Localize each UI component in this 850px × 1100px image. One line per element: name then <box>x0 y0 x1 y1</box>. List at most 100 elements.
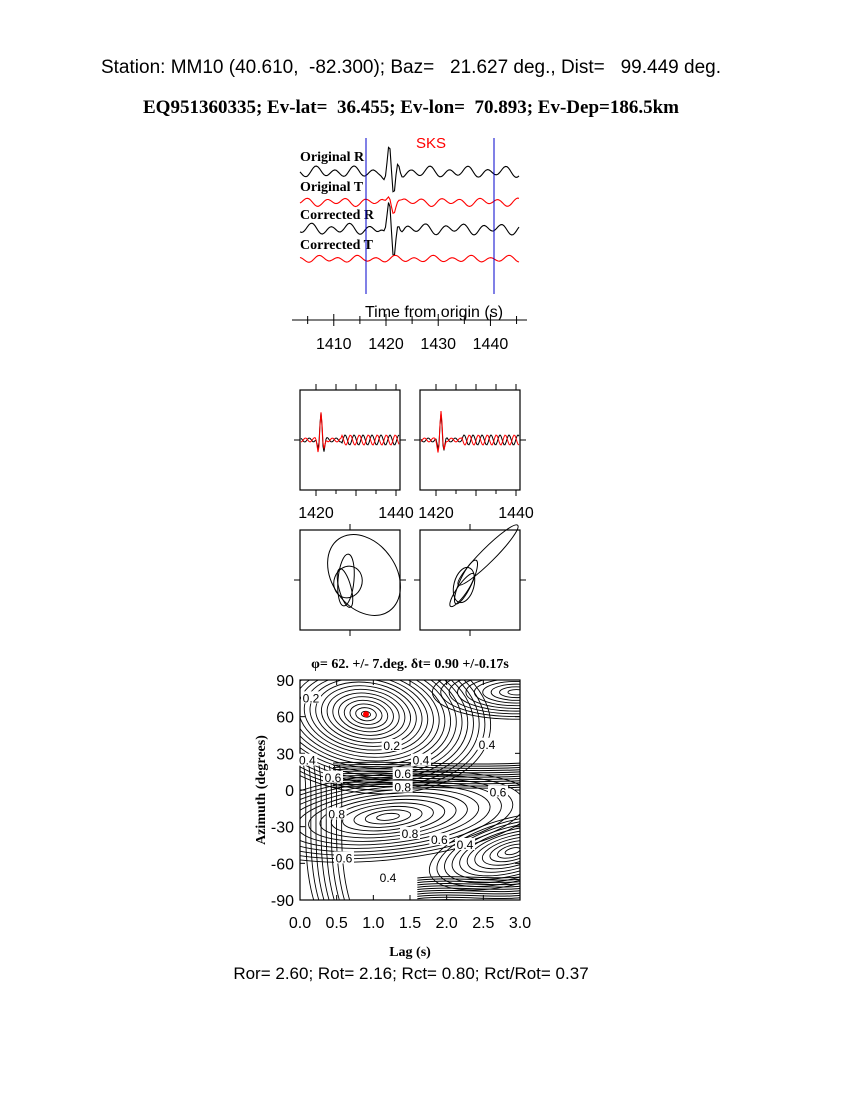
trace-original-t <box>299 195 520 214</box>
contour-line <box>504 847 520 856</box>
contour-line <box>313 765 325 900</box>
contour-label-bg <box>392 780 413 793</box>
contour-line <box>332 772 520 776</box>
contour-line <box>343 699 389 729</box>
contour-title: φ= 62. +/- 7.deg. δt= 0.90 +/-0.17s <box>311 657 509 672</box>
contour-label: 0.6 <box>325 771 342 785</box>
contour-label: 0.4 <box>413 754 430 768</box>
lag-tick-label: 1.0 <box>362 915 384 932</box>
contour-line <box>364 809 412 825</box>
phase-label: SKS <box>416 135 446 152</box>
lag-tick-label: 2.0 <box>436 915 458 932</box>
azimuth-tick-label: 30 <box>276 746 294 763</box>
contour-label: 0.6 <box>490 785 507 799</box>
contour-line <box>436 815 520 887</box>
contour-line <box>417 906 520 907</box>
azimuth-tick-label: 90 <box>276 673 294 690</box>
contour-label-bg <box>334 851 354 864</box>
contour-line <box>318 765 330 900</box>
contour-line <box>440 680 520 717</box>
contour-line <box>417 892 520 895</box>
contour-line <box>451 822 520 880</box>
lag-tick-label: 3.0 <box>509 915 531 932</box>
contour-line <box>481 836 520 866</box>
contour-label-bg <box>400 827 420 839</box>
contour-map-panel: φ= 62. +/- 7.deg. δt= 0.90 +/-0.17s 0.0 0… <box>254 657 531 960</box>
azimuth-tick-label: -90 <box>271 893 294 910</box>
contour-line <box>303 680 429 755</box>
trace-label-3: Corrected R <box>300 208 375 223</box>
contour-label: 0.2 <box>383 739 400 753</box>
contour-label: 0.2 <box>303 691 320 705</box>
contour-line <box>497 843 520 859</box>
trace-corrected-r <box>299 202 520 256</box>
azimuth-tick-label: -60 <box>271 856 294 873</box>
contour-line <box>332 770 520 774</box>
contour-line <box>300 778 514 856</box>
particle-ellipse <box>452 566 476 604</box>
contour-line <box>300 771 520 863</box>
contour-line <box>300 680 463 777</box>
waveform-comparison-panels: 1420 1440 1420 1440 <box>294 384 534 522</box>
contour-line <box>326 688 406 740</box>
contour-line <box>482 680 520 704</box>
contour-line <box>332 777 520 780</box>
contour-label: 0.8 <box>328 807 345 821</box>
waveform-red <box>300 412 400 453</box>
contour-label-bg <box>301 691 321 704</box>
waveform-tick-label: 1440 <box>498 505 534 522</box>
contour-label-bg <box>381 739 402 751</box>
lag-tick-label: 0.5 <box>326 915 348 932</box>
contour-line <box>417 896 520 900</box>
contour-label: 0.4 <box>380 871 397 885</box>
contour-line <box>417 894 520 897</box>
contour-line <box>309 680 423 751</box>
time-axis-label: Time from origin (s) <box>365 304 503 321</box>
particle-ellipse <box>336 568 354 608</box>
contour-line <box>507 689 520 696</box>
contour-line <box>338 696 394 733</box>
contour-label: 0.4 <box>479 738 496 752</box>
waveform-tick-label: 1440 <box>378 505 414 522</box>
contour-line <box>332 781 520 785</box>
contour-line <box>499 686 520 699</box>
waveform-black <box>300 412 400 452</box>
lag-tick-label: 0.0 <box>289 915 311 932</box>
contour-line <box>417 904 520 905</box>
contour-label-bg <box>378 871 398 883</box>
contour-line <box>353 805 423 828</box>
particle-ellipse <box>337 553 355 607</box>
event-info-line: EQ951360335; Ev-lat= 36.455; Ev-lon= 70.… <box>143 97 679 118</box>
contour-line <box>300 788 480 846</box>
contour-line <box>300 785 491 849</box>
contour-line <box>300 680 440 762</box>
contour-line <box>332 779 520 783</box>
contour-line <box>465 680 520 709</box>
waveform-box-left <box>299 389 401 491</box>
contour-line <box>417 882 520 886</box>
particle-box-left <box>299 529 401 631</box>
best-fit-marker <box>363 711 369 718</box>
contour-line <box>320 685 412 744</box>
contour-label-bg <box>455 838 475 850</box>
particle-ellipse <box>333 565 363 599</box>
azimuth-tick-label: 0 <box>285 783 294 800</box>
trace-corrected-t <box>299 254 520 263</box>
particle-ellipse <box>449 572 475 608</box>
contour-line <box>319 795 457 839</box>
contour-line <box>332 692 400 736</box>
contour-line <box>332 774 520 778</box>
contour-line <box>489 840 520 863</box>
contour-line <box>332 768 520 772</box>
contour-line <box>457 680 520 712</box>
particle-motion-panels <box>294 524 526 636</box>
trace-label-2: Original T <box>300 180 364 195</box>
contour-line <box>417 887 520 890</box>
time-tick-label: 1410 <box>316 336 352 353</box>
lag-tick-label: 2.5 <box>472 915 494 932</box>
contour-label-bg <box>326 807 347 820</box>
lag-tick-label: 1.5 <box>399 915 421 932</box>
contour-line <box>417 880 520 884</box>
contour-line <box>417 902 520 903</box>
contour-line <box>473 680 520 707</box>
